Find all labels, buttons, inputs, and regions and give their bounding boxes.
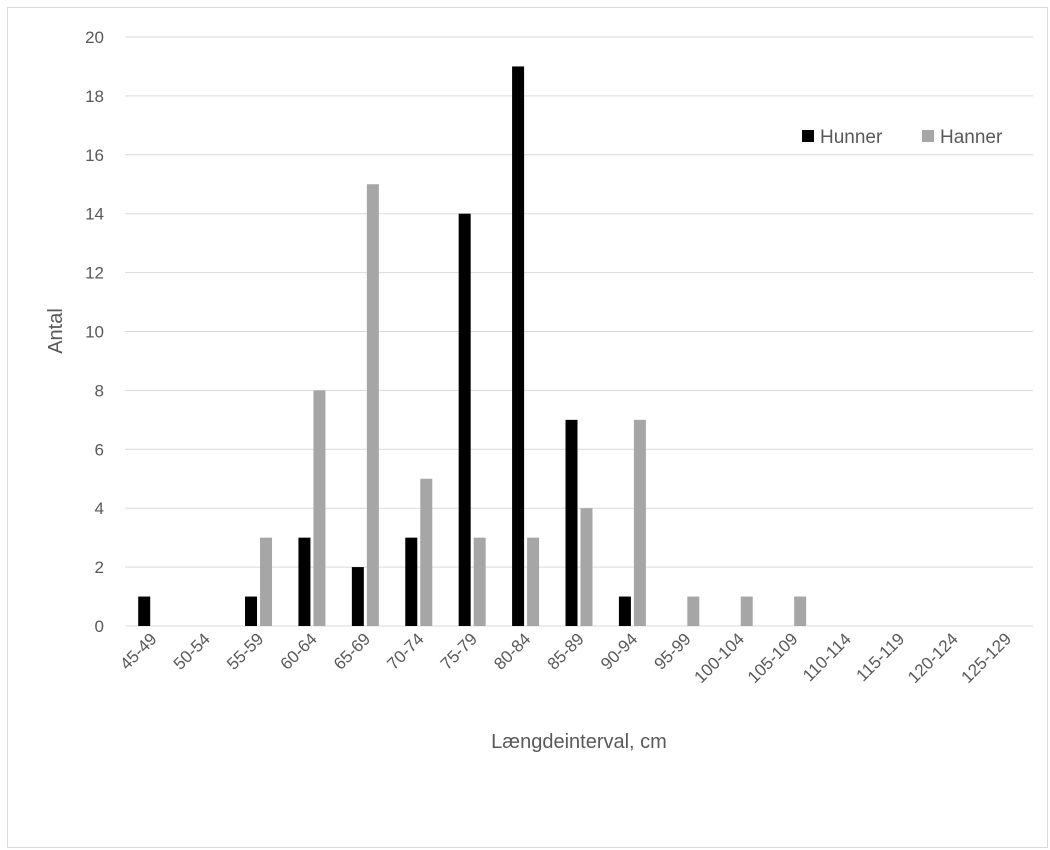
bar-hanner-65-69 bbox=[366, 184, 379, 626]
x-tick-label: 95-99 bbox=[650, 629, 694, 673]
y-tick-label: 14 bbox=[85, 205, 104, 224]
y-tick-label: 10 bbox=[85, 323, 104, 342]
y-tick-label: 6 bbox=[95, 440, 104, 459]
bar-hanner-80-84 bbox=[527, 537, 540, 626]
y-axis-title: Antal bbox=[45, 308, 67, 354]
x-tick-label: 100-104 bbox=[691, 629, 749, 687]
x-tick-label: 60-64 bbox=[277, 629, 321, 673]
legend: Hunner Hanner bbox=[802, 127, 1003, 148]
bar-hanner-90-94 bbox=[633, 419, 646, 626]
x-axis-title: Længdeinterval, cm bbox=[491, 731, 667, 753]
x-tick-label: 65-69 bbox=[330, 629, 374, 673]
y-tick-label: 2 bbox=[95, 558, 104, 577]
x-tick-label: 70-74 bbox=[383, 629, 427, 673]
legend-label-hanner: Hanner bbox=[940, 127, 1003, 148]
x-tick-label: 50-54 bbox=[170, 629, 214, 673]
y-tick-label: 0 bbox=[95, 617, 104, 636]
bar-hunner-90-94 bbox=[618, 596, 631, 626]
bar-hanner-85-89 bbox=[580, 508, 593, 626]
bar-hanner-75-79 bbox=[473, 537, 486, 626]
bar-hanner-95-99 bbox=[687, 596, 700, 626]
bar-hunner-85-89 bbox=[565, 419, 578, 626]
y-tick-label: 12 bbox=[85, 264, 104, 283]
x-tick-label: 80-84 bbox=[490, 629, 534, 673]
bar-hanner-55-59 bbox=[260, 537, 273, 626]
bar-hunner-80-84 bbox=[512, 66, 525, 626]
chart-frame bbox=[7, 7, 1048, 848]
bar-hunner-55-59 bbox=[245, 596, 258, 626]
x-tick-label: 75-79 bbox=[437, 629, 481, 673]
x-tick-label: 55-59 bbox=[223, 629, 267, 673]
x-tick-label: 90-94 bbox=[597, 629, 641, 673]
bar-hunner-65-69 bbox=[351, 567, 364, 626]
bar-hanner-105-109 bbox=[794, 596, 807, 626]
x-tick-label: 85-89 bbox=[544, 629, 588, 673]
bar-hunner-75-79 bbox=[458, 213, 471, 626]
bar-hunner-45-49 bbox=[138, 596, 151, 626]
legend-swatch-hanner bbox=[922, 130, 934, 142]
x-tick-label: 105-109 bbox=[744, 629, 802, 687]
bar-hanner-60-64 bbox=[313, 390, 326, 626]
legend-label-hunner: Hunner bbox=[820, 127, 883, 148]
gridlines bbox=[125, 36, 1033, 627]
x-tick-label: 115-119 bbox=[853, 629, 909, 685]
y-tick-label: 16 bbox=[85, 146, 104, 165]
y-tick-labels: 0 2 4 6 8 10 12 14 16 18 20 bbox=[85, 28, 104, 636]
bar-hunner-60-64 bbox=[298, 537, 311, 626]
y-tick-label: 20 bbox=[85, 28, 104, 47]
bar-hanner-100-104 bbox=[740, 596, 753, 626]
y-tick-label: 18 bbox=[85, 87, 104, 106]
x-tick-labels: 45-49 50-54 55-59 60-64 65-69 70-74 75-79 80-84… bbox=[116, 629, 1015, 687]
x-tick-label: 125-129 bbox=[958, 629, 1016, 687]
y-tick-label: 8 bbox=[95, 381, 104, 400]
x-tick-label: 110-114 bbox=[799, 629, 855, 685]
bar-hunner-70-74 bbox=[405, 537, 418, 626]
bars bbox=[138, 66, 807, 626]
bar-hanner-70-74 bbox=[420, 478, 433, 626]
y-tick-label: 4 bbox=[95, 499, 104, 518]
x-tick-label: 45-49 bbox=[116, 629, 160, 673]
legend-swatch-hunner bbox=[802, 130, 814, 142]
x-tick-label: 120-124 bbox=[904, 629, 962, 687]
